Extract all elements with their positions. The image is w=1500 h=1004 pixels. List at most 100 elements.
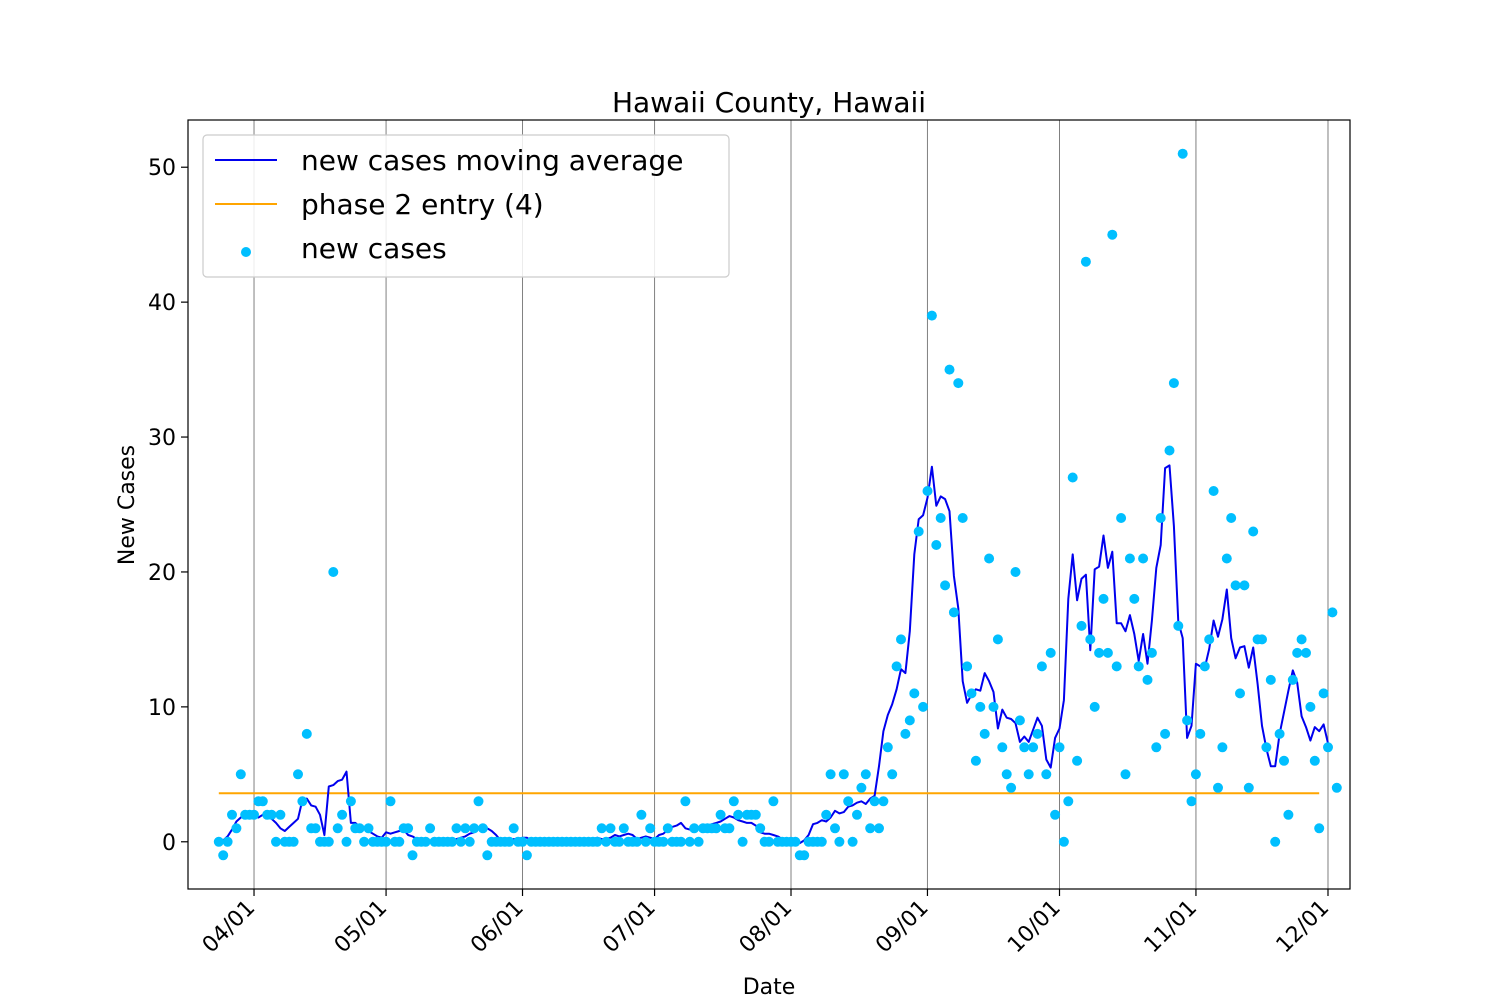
new-cases-point	[275, 809, 286, 820]
new-cases-point	[297, 796, 308, 807]
new-cases-point	[1080, 256, 1091, 267]
new-cases-point	[891, 661, 902, 672]
new-cases-point	[887, 769, 898, 780]
new-cases-point	[1063, 796, 1074, 807]
new-cases-point	[407, 850, 418, 861]
new-cases-point	[517, 836, 528, 847]
new-cases-point	[301, 728, 312, 739]
new-cases-point	[882, 742, 893, 753]
new-cases-point	[830, 823, 840, 834]
new-cases-point	[1314, 823, 1325, 834]
new-cases-point	[1036, 661, 1047, 672]
new-cases-point	[1292, 647, 1303, 658]
new-cases-point	[843, 796, 854, 807]
new-cases-point	[218, 850, 229, 861]
new-cases-point	[715, 809, 726, 820]
new-cases-point	[1204, 634, 1215, 645]
new-cases-point	[1120, 769, 1131, 780]
legend-box	[202, 134, 730, 278]
new-cases-point	[799, 850, 810, 861]
new-cases-point	[1006, 782, 1017, 793]
new-cases-point	[728, 796, 739, 807]
new-cases-point	[1230, 580, 1241, 591]
legend: new cases moving average phase 2 entry (…	[202, 134, 730, 278]
new-cases-point	[632, 836, 642, 847]
new-cases-point	[1318, 688, 1329, 699]
new-cases-point	[962, 661, 973, 672]
x-axis-label: Date	[743, 975, 796, 1000]
new-cases-point	[1164, 445, 1175, 456]
chart-title: Hawaii County, Hawaii	[612, 86, 926, 119]
new-cases-point	[1094, 647, 1105, 658]
new-cases-point	[869, 796, 880, 807]
new-cases-point	[332, 823, 343, 834]
new-cases-point	[1129, 593, 1140, 604]
new-cases-point	[944, 364, 955, 375]
new-cases-point	[1151, 742, 1162, 753]
new-cases-point	[764, 836, 774, 847]
new-cases-point	[957, 513, 968, 523]
new-cases-point	[420, 836, 431, 847]
new-cases-point	[636, 809, 647, 820]
new-cases-point	[425, 823, 436, 834]
new-cases-point	[328, 567, 339, 577]
new-cases-point	[601, 836, 612, 847]
new-cases-point	[1001, 769, 1012, 780]
new-cases-point	[645, 823, 656, 834]
new-cases-point	[1190, 769, 1201, 780]
new-cases-point	[662, 823, 673, 834]
new-cases-point	[1296, 634, 1307, 645]
new-cases-point	[257, 796, 268, 807]
new-cases-point	[1186, 796, 1197, 807]
new-cases-point	[455, 836, 466, 847]
new-cases-point	[1327, 607, 1338, 618]
new-cases-point	[1058, 836, 1069, 847]
new-cases-point	[1213, 782, 1223, 793]
new-cases-point	[1041, 769, 1052, 780]
new-cases-point	[1142, 674, 1153, 685]
new-cases-point	[953, 378, 964, 389]
new-cases-point	[464, 836, 475, 847]
new-cases-point	[1182, 715, 1193, 726]
new-cases-point	[605, 823, 616, 834]
new-cases-point	[1301, 647, 1311, 658]
new-cases-layer	[213, 148, 1342, 861]
y-tick-label-4: 40	[148, 291, 176, 316]
new-cases-point	[790, 836, 801, 847]
new-cases-point	[1248, 526, 1259, 537]
new-cases-point	[1116, 513, 1127, 523]
new-cases-point	[979, 728, 990, 739]
new-cases-point	[847, 836, 858, 847]
new-cases-point	[926, 310, 937, 321]
new-cases-point	[227, 809, 237, 820]
new-cases-point	[1265, 674, 1276, 685]
new-cases-point	[1067, 472, 1078, 483]
new-cases-point	[693, 836, 704, 847]
new-cases-point	[521, 850, 532, 861]
new-cases-point	[860, 769, 871, 780]
new-cases-point	[1160, 728, 1171, 739]
new-cases-point	[768, 796, 779, 807]
y-axis-label: New Cases	[115, 445, 140, 565]
new-cases-point	[473, 796, 484, 807]
new-cases-point	[1138, 553, 1149, 564]
new-cases-point	[1133, 661, 1144, 672]
new-cases-point	[1274, 728, 1285, 739]
plot-frame	[187, 119, 1351, 890]
new-cases-point	[1111, 661, 1122, 672]
new-cases-point	[403, 823, 414, 834]
new-cases-point	[1177, 148, 1188, 159]
y-tick-label-5: 50	[148, 156, 176, 181]
new-cases-point	[948, 607, 959, 618]
new-cases-point	[825, 769, 836, 780]
new-cases-point	[341, 836, 352, 847]
new-cases-point	[755, 823, 766, 834]
new-cases-point	[1076, 620, 1087, 631]
new-cases-point	[1235, 688, 1245, 699]
new-cases-point	[1155, 513, 1166, 523]
new-cases-point	[896, 634, 906, 645]
new-cases-point	[992, 634, 1003, 645]
new-cases-point	[970, 755, 981, 766]
new-cases-point	[984, 553, 995, 564]
